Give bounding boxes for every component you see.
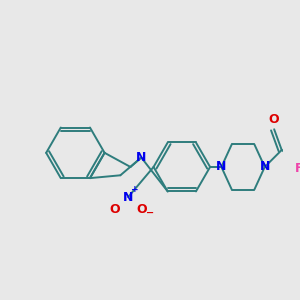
Text: N: N [123, 190, 133, 204]
Text: O: O [136, 203, 147, 216]
Text: +: + [131, 185, 139, 194]
Text: O: O [110, 203, 120, 216]
Text: N: N [260, 160, 270, 173]
Text: F: F [295, 162, 300, 175]
Text: N: N [216, 160, 226, 173]
Text: −: − [146, 208, 154, 218]
Text: O: O [269, 113, 280, 126]
Text: N: N [136, 151, 146, 164]
